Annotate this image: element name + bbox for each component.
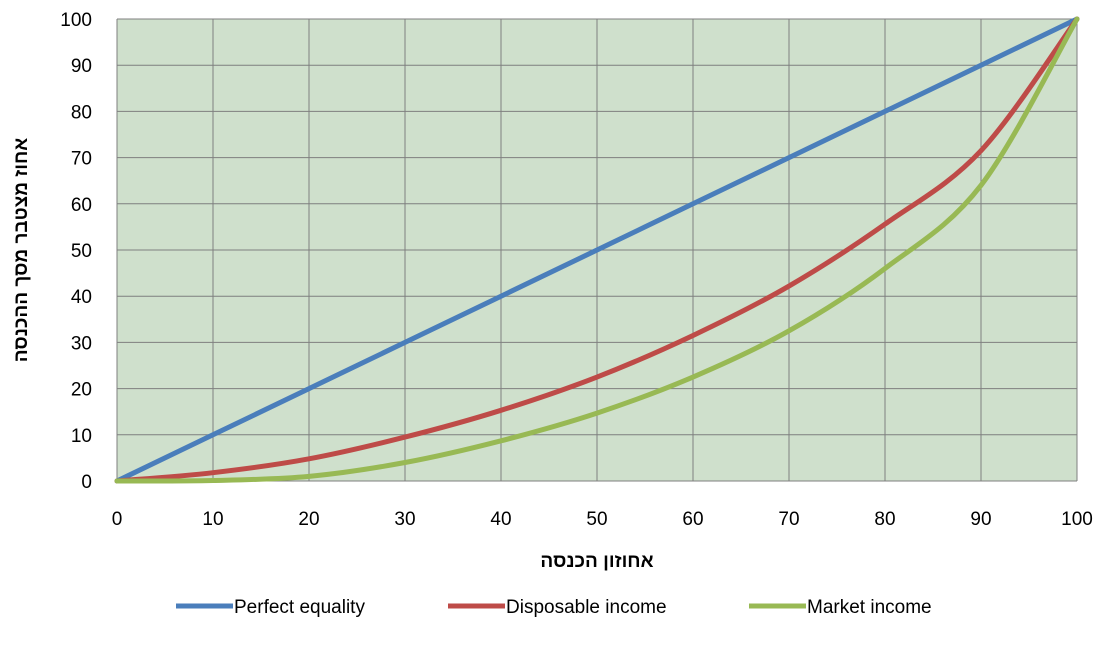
legend-label-disposable-income: Disposable income bbox=[506, 597, 667, 618]
y-tick-labels: 0 10 20 30 40 50 60 70 80 90 100 bbox=[60, 10, 92, 493]
y-tick-label: 0 bbox=[81, 472, 92, 493]
series-lines bbox=[114, 16, 1080, 484]
series-line-market-income bbox=[114, 16, 1080, 484]
y-tick-label: 40 bbox=[71, 287, 92, 308]
y-tick-label: 90 bbox=[71, 56, 92, 77]
x-axis-title: אחוזון הכנסה bbox=[540, 551, 653, 572]
x-tick-label: 10 bbox=[202, 509, 223, 530]
legend-label-market-income: Market income bbox=[807, 597, 932, 618]
y-axis-title: אחוז מצטבר מסך ההכנסה bbox=[11, 138, 32, 362]
grid-lines bbox=[116, 18, 1078, 482]
legend: Perfect equality Disposable income Market … bbox=[176, 597, 932, 618]
x-tick-label: 40 bbox=[490, 509, 511, 530]
x-tick-label: 0 bbox=[112, 509, 123, 530]
x-tick-label: 90 bbox=[970, 509, 991, 530]
series-line-disposable-income bbox=[114, 16, 1080, 484]
y-tick-label: 100 bbox=[60, 10, 92, 31]
y-tick-label: 30 bbox=[71, 333, 92, 354]
x-tick-label: 30 bbox=[394, 509, 415, 530]
legend-label-perfect-equality: Perfect equality bbox=[234, 597, 365, 618]
y-tick-label: 50 bbox=[71, 241, 92, 262]
x-tick-label: 80 bbox=[874, 509, 895, 530]
x-tick-label: 50 bbox=[586, 509, 607, 530]
x-tick-label: 20 bbox=[298, 509, 319, 530]
y-tick-label: 60 bbox=[71, 195, 92, 216]
x-tick-label: 100 bbox=[1061, 509, 1093, 530]
x-tick-label: 70 bbox=[778, 509, 799, 530]
y-tick-label: 20 bbox=[71, 380, 92, 401]
x-tick-labels: 0 10 20 30 40 50 60 70 80 90 100 bbox=[112, 509, 1093, 530]
y-tick-label: 80 bbox=[71, 102, 92, 123]
y-tick-label: 70 bbox=[71, 149, 92, 170]
x-tick-label: 60 bbox=[682, 509, 703, 530]
series-line-perfect-equality bbox=[114, 16, 1080, 484]
y-tick-label: 10 bbox=[71, 426, 92, 447]
